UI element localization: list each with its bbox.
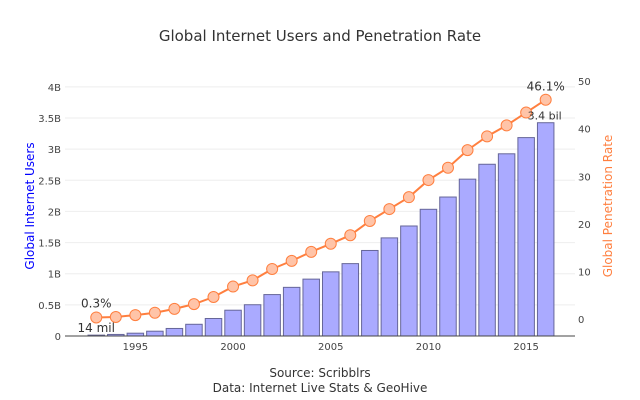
penetration-point [168, 302, 181, 315]
bar [204, 317, 223, 337]
right-tick-label: 50 [578, 77, 591, 88]
annotation-first-rate: 0.3% [81, 296, 112, 310]
penetration-point [481, 130, 494, 143]
left-tick-label: 3.5B [38, 114, 61, 125]
right-tick-label: 20 [578, 220, 591, 231]
bar [419, 208, 438, 337]
x-tick-label: 1995 [123, 342, 148, 353]
bar [302, 278, 320, 337]
bar [146, 330, 164, 337]
left-tick-label: 2.5B [38, 176, 61, 187]
penetration-point [129, 309, 142, 322]
penetration-point [402, 191, 415, 204]
penetration-point [539, 93, 552, 106]
left-tick-label: 1B [48, 270, 61, 281]
bar [458, 178, 477, 337]
right-tick-label: 40 [578, 125, 591, 136]
bar [478, 163, 496, 337]
penetration-point [109, 310, 122, 323]
bar [243, 304, 262, 337]
bar [321, 271, 340, 337]
penetration-point [461, 144, 474, 157]
annotation-last-users: 3.4 bil [528, 110, 562, 123]
bar [263, 294, 281, 337]
penetration-point [266, 262, 279, 275]
right-axis-title: Global Penetration Rate [601, 135, 615, 278]
penetration-point [383, 203, 396, 216]
penetration-point [500, 119, 513, 132]
penetration-point [90, 311, 103, 324]
left-tick-label: 3B [48, 145, 61, 156]
penetration-point [324, 237, 337, 250]
penetration-point [227, 280, 240, 293]
left-tick-label: 1.5B [38, 239, 61, 250]
penetration-point [344, 229, 357, 242]
right-tick-label: 30 [578, 172, 591, 183]
penetration-point [148, 306, 161, 319]
left-tick-label: 2B [48, 207, 61, 218]
x-tick-label: 2010 [416, 342, 441, 353]
left-tick-label: 4B [48, 83, 61, 94]
penetration-point [187, 298, 200, 311]
source-text: Source: Scribblrs [269, 366, 370, 380]
penetration-point [246, 274, 259, 287]
penetration-line [96, 98, 547, 319]
bar [400, 225, 418, 337]
x-tick-label: 2000 [220, 342, 245, 353]
penetration-point [422, 174, 435, 187]
penetration-point [520, 106, 533, 119]
bar [165, 327, 184, 337]
left-axis-title: Global Internet Users [23, 142, 37, 269]
bar [380, 237, 399, 337]
bar [536, 122, 555, 337]
annotation-last-rate: 46.1% [527, 80, 565, 94]
left-tick-label: 0.5B [38, 301, 61, 312]
data-credit-text: Data: Internet Live Stats & GeoHive [213, 381, 428, 395]
bar [497, 153, 516, 337]
penetration-point [441, 161, 454, 174]
penetration-point [285, 254, 298, 267]
chart-title: Global Internet Users and Penetration Ra… [159, 27, 481, 45]
bar [517, 137, 535, 337]
x-tick-label: 2005 [318, 342, 343, 353]
right-tick-label: 10 [578, 267, 591, 278]
left-tick-label: 0 [55, 332, 61, 343]
bar [282, 286, 301, 337]
penetration-point [363, 214, 376, 227]
bar [341, 263, 360, 337]
penetration-point [207, 291, 220, 304]
right-tick-label: 0 [578, 315, 584, 326]
bar [439, 196, 457, 337]
penetration-point [305, 245, 318, 258]
annotation-first-users: 14 mil [78, 321, 115, 335]
bar [185, 323, 203, 337]
bar [224, 309, 242, 337]
bar [361, 249, 379, 337]
x-tick-label: 2015 [513, 342, 538, 353]
